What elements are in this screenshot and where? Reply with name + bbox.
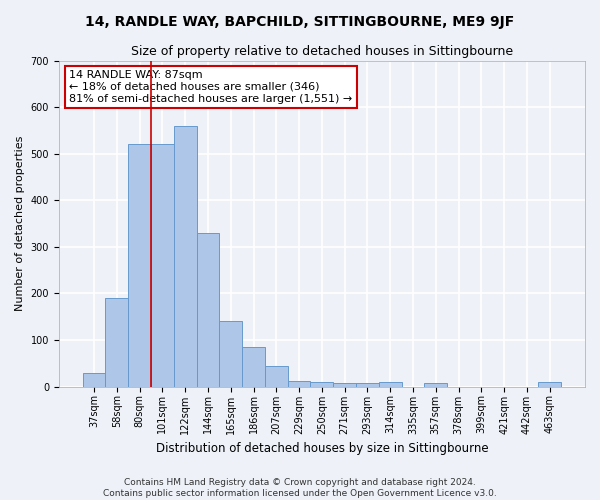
Bar: [356, 383, 379, 386]
X-axis label: Distribution of detached houses by size in Sittingbourne: Distribution of detached houses by size …: [155, 442, 488, 455]
Bar: [174, 126, 197, 386]
Bar: [424, 384, 447, 386]
Bar: [310, 382, 333, 386]
Bar: [197, 233, 220, 386]
Text: Contains HM Land Registry data © Crown copyright and database right 2024.
Contai: Contains HM Land Registry data © Crown c…: [103, 478, 497, 498]
Text: 14 RANDLE WAY: 87sqm
← 18% of detached houses are smaller (346)
81% of semi-deta: 14 RANDLE WAY: 87sqm ← 18% of detached h…: [70, 70, 353, 104]
Bar: [106, 298, 128, 386]
Bar: [333, 383, 356, 386]
Bar: [151, 144, 174, 386]
Bar: [265, 366, 288, 386]
Bar: [288, 380, 310, 386]
Bar: [83, 372, 106, 386]
Text: 14, RANDLE WAY, BAPCHILD, SITTINGBOURNE, ME9 9JF: 14, RANDLE WAY, BAPCHILD, SITTINGBOURNE,…: [85, 15, 515, 29]
Title: Size of property relative to detached houses in Sittingbourne: Size of property relative to detached ho…: [131, 45, 513, 58]
Bar: [128, 144, 151, 386]
Bar: [220, 322, 242, 386]
Bar: [538, 382, 561, 386]
Bar: [242, 347, 265, 387]
Bar: [379, 382, 401, 386]
Y-axis label: Number of detached properties: Number of detached properties: [15, 136, 25, 312]
